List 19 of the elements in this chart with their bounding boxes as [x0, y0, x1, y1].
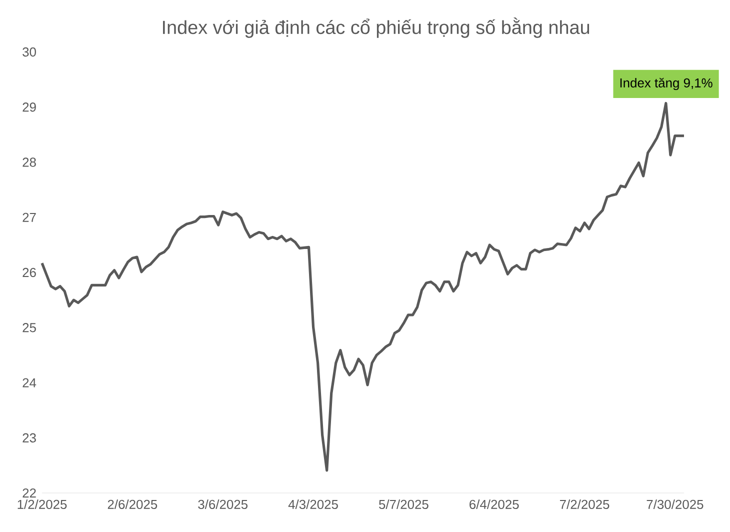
x-tick-label: 7/30/2025 [646, 500, 704, 510]
x-tick-label: 1/2/2025 [18, 500, 67, 510]
y-tick-label: 24 [22, 378, 36, 388]
y-tick-label: 30 [22, 47, 36, 57]
y-tick-label: 28 [22, 158, 36, 167]
x-tick-label: 7/2/2025 [560, 500, 610, 510]
y-tick-label: 22 [22, 488, 36, 498]
annotation: Index tăng 9,1% [620, 78, 712, 90]
y-tick-label: 27 [22, 212, 36, 222]
y-tick-label: 25 [22, 323, 36, 332]
x-tick-label: 3/6/2025 [198, 500, 248, 510]
y-tick-label: 23 [22, 433, 36, 442]
y-tick-label: 29 [22, 102, 36, 112]
x-tick-label: 4/3/2025 [288, 500, 338, 510]
x-tick-label: 5/7/2025 [379, 500, 428, 510]
x-tick-label: 6/4/2025 [470, 500, 519, 510]
y-tick-label: 26 [22, 268, 36, 278]
chart-title: Index với giả định các cổ phiếu trọng số bằng nhau [163, 18, 590, 38]
x-tick-label: 2/6/2025 [108, 500, 158, 510]
